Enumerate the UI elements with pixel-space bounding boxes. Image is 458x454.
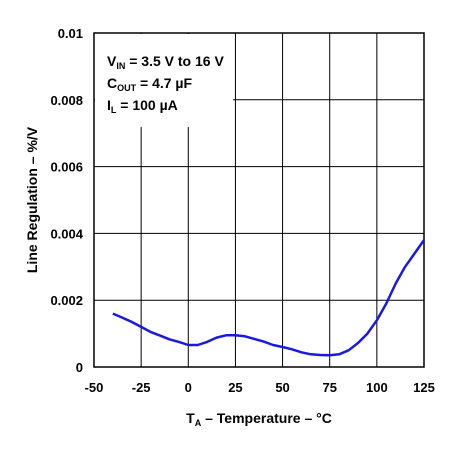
x-tick-label: 0 — [185, 380, 192, 395]
condition-label: COUT = 4.7 µF — [107, 75, 192, 93]
plot-frame — [93, 32, 425, 368]
y-tick-label: 0.008 — [50, 93, 83, 108]
y-tick-label: 0.002 — [50, 293, 83, 308]
x-tick-label: -25 — [132, 380, 151, 395]
x-tick-label: -50 — [85, 380, 104, 395]
x-tick-label: 75 — [322, 380, 336, 395]
y-tick-label: 0.004 — [50, 226, 83, 241]
conditions-box: VIN = 3.5 V to 16 V COUT = 4.7 µF IL = 100… — [95, 34, 233, 127]
x-tick-label: 50 — [275, 380, 289, 395]
plot-area — [112, 239, 426, 357]
condition-label: IL = 100 µA — [107, 97, 178, 115]
grid — [93, 32, 425, 368]
x-tick-label: 25 — [228, 380, 242, 395]
y-tick-label: 0.006 — [50, 160, 83, 175]
x-axis-label: TA – Temperature – °C — [186, 410, 332, 428]
y-axis-label: Line Regulation – %/V — [24, 126, 40, 273]
x-tick-labels: -50 -25 0 25 50 75 100 125 — [85, 380, 435, 395]
condition-label: VIN = 3.5 V to 16 V — [107, 53, 224, 71]
y-tick-label: 0.01 — [58, 26, 83, 41]
y-tick-label: 0 — [76, 360, 83, 375]
series-line — [112, 239, 426, 357]
y-tick-labels: 0 0.002 0.004 0.006 0.008 0.01 — [50, 26, 83, 375]
x-tick-label: 100 — [366, 380, 388, 395]
conditions-box-bg — [95, 34, 233, 127]
x-tick-label: 125 — [413, 380, 435, 395]
